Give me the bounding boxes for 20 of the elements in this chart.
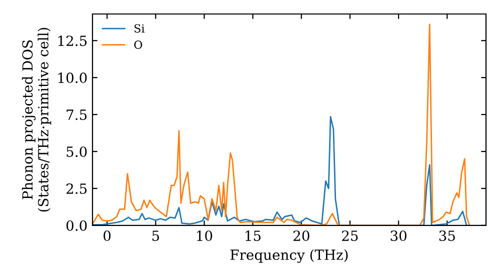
y-tick-label: 5.0: [66, 146, 87, 157]
x-tick-label: 0: [104, 230, 111, 242]
x-tick-label: 20: [294, 230, 310, 242]
x-tick-label: 10: [197, 230, 212, 242]
y-tick-label: 12.5: [58, 36, 87, 46]
line-series: [92, 24, 470, 226]
x-tick-label: 30: [390, 230, 406, 242]
y-axis-title: Phonon projected DOS (States/THz·primitive cell): [22, 28, 52, 212]
x-tick-label: 5: [152, 230, 159, 242]
x-axis-title: Frequency (THz): [230, 249, 348, 263]
y-tick-label: 10.0: [58, 72, 87, 84]
x-tick-label: 15: [246, 230, 261, 242]
x-tick-label: 35: [439, 230, 455, 242]
y-tick-label: 0.0: [66, 220, 87, 231]
x-tick-label: 25: [342, 230, 358, 242]
y-tick-label: 7.5: [66, 110, 87, 120]
line-series: [92, 116, 468, 226]
legend-label: O: [134, 40, 142, 49]
legend-label: Si: [134, 24, 145, 33]
y-tick-label: 2.5: [66, 183, 87, 194]
